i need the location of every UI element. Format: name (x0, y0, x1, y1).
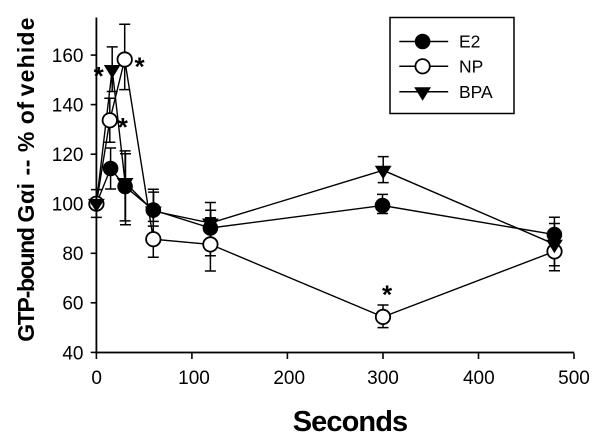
svg-text:*: * (118, 112, 129, 142)
svg-text:BPA: BPA (459, 82, 493, 102)
svg-text:120: 120 (52, 145, 84, 166)
svg-text:60: 60 (62, 294, 83, 315)
svg-text:300: 300 (367, 368, 399, 389)
svg-text:*: * (382, 279, 393, 309)
svg-text:NP: NP (459, 56, 483, 76)
svg-text:200: 200 (273, 368, 305, 389)
svg-text:100: 100 (52, 195, 84, 216)
svg-text:GTP-bound: GTP-bound (13, 228, 39, 342)
svg-text:140: 140 (52, 96, 84, 117)
svg-text:160: 160 (52, 46, 84, 67)
svg-text:80: 80 (62, 244, 83, 265)
svg-text:400: 400 (463, 368, 495, 389)
svg-text:*: * (94, 61, 105, 91)
svg-text:vehide: vehide (13, 16, 39, 96)
svg-text:*: * (135, 51, 146, 81)
svg-text:Gαi -- % of: Gαi -- % of (13, 101, 39, 222)
svg-text:0: 0 (91, 368, 102, 389)
svg-text:100: 100 (178, 368, 210, 389)
svg-text:500: 500 (558, 368, 590, 389)
svg-text:40: 40 (62, 343, 83, 364)
svg-text:Seconds: Seconds (293, 406, 408, 438)
svg-text:E2: E2 (459, 32, 480, 52)
